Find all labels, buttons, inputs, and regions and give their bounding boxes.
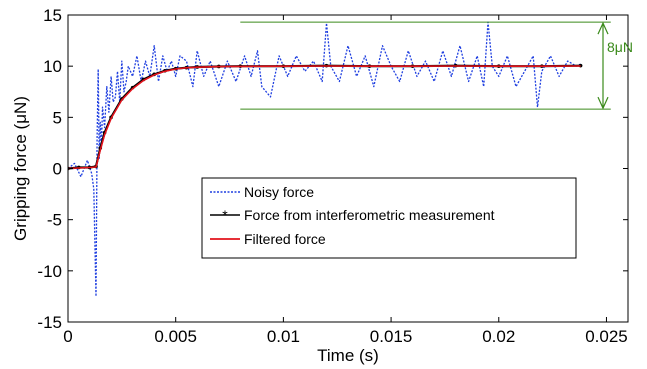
series-line-2: [68, 65, 581, 170]
x-tick-label: 0.02: [482, 327, 515, 346]
y-tick-label: 15: [43, 6, 62, 25]
x-tick-label: 0: [63, 327, 72, 346]
x-tick-label: 0.01: [267, 327, 300, 346]
legend-label-2: Filtered force: [244, 231, 326, 247]
legend-label-1: Force from interferometric measurement: [244, 207, 495, 223]
y-tick-label: 10: [43, 57, 62, 76]
annotation-label: 8μN: [607, 39, 633, 55]
range-annotation: 8μN: [240, 21, 633, 110]
x-axis-label: Time (s): [317, 346, 379, 365]
legend-label-0: Noisy force: [244, 184, 314, 200]
x-tick-label: 0.005: [154, 327, 197, 346]
annotation-arrow-head-up: [597, 21, 609, 35]
legend-marker: *: [222, 207, 228, 223]
annotation-arrow-head-down: [597, 96, 609, 110]
y-tick-label: 0: [53, 160, 62, 179]
series-line-0: [68, 21, 581, 298]
y-tick-label: -5: [47, 211, 62, 230]
legend-box: [201, 177, 577, 259]
y-tick-label: 5: [53, 108, 62, 127]
legend: Noisy force * Force from interferometric m…: [201, 177, 577, 259]
x-tick-label: 0.025: [585, 327, 628, 346]
y-tick-label: -10: [37, 262, 62, 281]
y-axis-label: Gripping force (μN): [11, 96, 30, 241]
axes: 0 0.005 0.01 0.015 0.02 0.025 -15 -10 -5 0 5 10 15: [37, 6, 629, 346]
x-tick-label: 0.015: [370, 327, 413, 346]
y-tick-label: -15: [37, 313, 62, 332]
series-line-1: [68, 64, 581, 170]
plot-area: [68, 21, 583, 298]
